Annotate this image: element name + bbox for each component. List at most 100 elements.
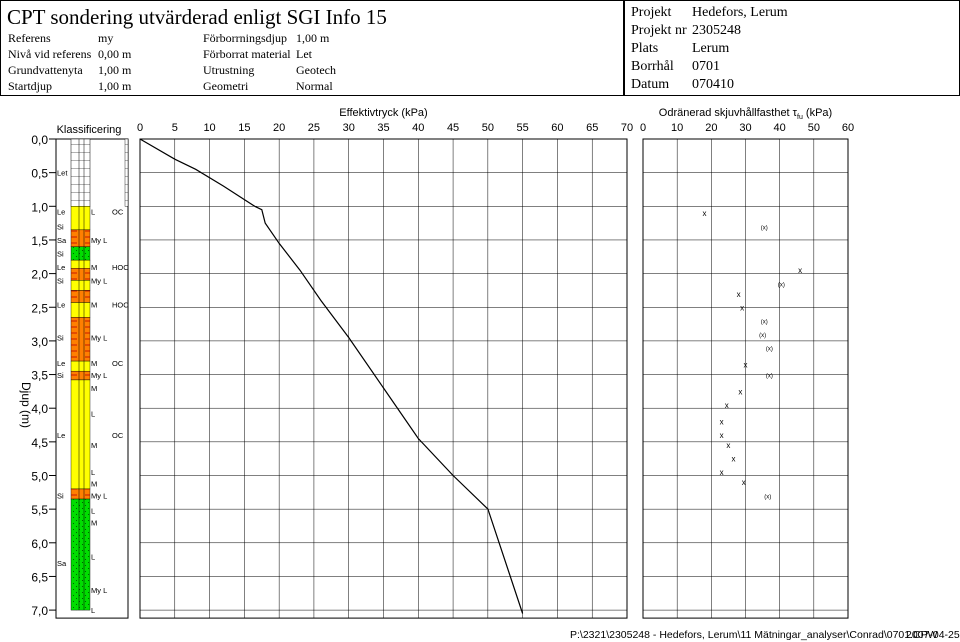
param-value: 1,00 m [98, 63, 132, 77]
effective-pressure-title: Effektivtryck (kPa) [339, 107, 427, 119]
project-field-value: 2305248 [692, 23, 741, 38]
shear-point: x [798, 266, 802, 275]
param-label: Förborrningsdjup [203, 31, 287, 45]
effective-pressure-panel: Effektivtryck (kPa) 0 5 10 15 20 25 30 35 40 45 50 5… [137, 107, 633, 619]
soil-label: OC [112, 208, 124, 217]
param-value: Normal [296, 79, 333, 93]
soil-layer-pattern [71, 371, 90, 380]
depth-tick-label: 6,5 [31, 570, 48, 584]
project-field-value: 070410 [692, 77, 734, 92]
param-value: 1,00 m [296, 31, 330, 45]
soil-label: My L [91, 334, 107, 343]
shear-point-uncertain: (x) [761, 225, 768, 231]
effective-pressure-tick-label: 10 [203, 122, 215, 134]
project-field-label: Borrhål [631, 59, 674, 74]
soil-label: HOC [112, 301, 129, 310]
shear-strength-tick-label: 20 [705, 122, 717, 134]
shear-point: x [744, 360, 748, 369]
depth-tick-label: 2,5 [31, 301, 48, 315]
effective-pressure-tick-label: 5 [172, 122, 178, 134]
soil-label: Si [57, 334, 64, 343]
depth-axis-label: Djup (m) [19, 382, 33, 428]
effective-pressure-tick-label: 45 [447, 122, 459, 134]
depth-tick-label: 0,0 [31, 133, 48, 147]
depth-tick-label: 5,5 [31, 503, 48, 517]
shear-point: x [740, 303, 744, 312]
param-value: 0,00 m [98, 47, 132, 61]
soil-label: M [91, 480, 97, 489]
shear-point: x [725, 401, 729, 410]
project-field-label: Projekt [631, 5, 672, 20]
shear-strength-title: Odränerad skjuvhållfasthet τfu (kPa) [659, 107, 832, 121]
soil-label: Sa [57, 236, 67, 245]
depth-tick-label: 2,0 [31, 268, 48, 282]
param-value: my [98, 31, 114, 45]
soil-label: Si [57, 492, 64, 501]
soil-layer-fill-material [70, 138, 91, 207]
soil-label: M [91, 263, 97, 272]
soil-layer-pattern [71, 488, 90, 500]
soil-label: M [91, 519, 97, 528]
footer-path: P:\2321\2305248 - Hedefors, Lerum\11 Mät… [570, 629, 938, 641]
shear-point: x [726, 441, 730, 450]
classification-title: Klassificering [57, 124, 122, 136]
depth-tick-label: 1,0 [31, 200, 48, 214]
param-label: Förborrat material [203, 47, 291, 61]
soil-label: M [91, 384, 97, 393]
param-value: Let [296, 47, 312, 61]
soil-label: Le [57, 263, 65, 272]
soil-label: OC [112, 431, 124, 440]
classification-frame [55, 138, 129, 619]
effective-pressure-tick-label: 55 [517, 122, 529, 134]
effective-pressure-tick-label: 35 [377, 122, 389, 134]
effective-pressure-tick-label: 70 [621, 122, 633, 134]
title-box [0, 0, 624, 96]
project-field-label: Datum [631, 77, 670, 92]
soil-label: Si [57, 371, 64, 380]
shear-point: x [720, 431, 724, 440]
effective-pressure-tick-label: 15 [238, 122, 250, 134]
report-title: CPT sondering utvärderad enligt SGI Info… [7, 5, 387, 29]
effective-pressure-tick-label: 50 [482, 122, 494, 134]
soil-label: My L [91, 276, 107, 285]
project-field-value: Lerum [692, 41, 730, 56]
effective-pressure-line [139, 138, 524, 614]
project-field-label: Plats [631, 41, 659, 56]
project-field-value: 0701 [692, 59, 720, 74]
shear-point-uncertain: (x) [766, 374, 773, 380]
soil-label: L [91, 606, 95, 615]
depth-tick-label: 7,0 [31, 604, 48, 618]
param-value: Geotech [296, 63, 336, 77]
project-field-value: Hedefors, Lerum [692, 5, 788, 20]
soil-layer-pattern [71, 229, 90, 247]
shear-title-unit: (kPa) [803, 107, 832, 119]
param-label: Grundvattenyta [8, 63, 83, 77]
soil-layer-yellow [70, 379, 91, 490]
shear-point: x [720, 468, 724, 477]
soil-label: L [91, 552, 95, 561]
soil-label: Si [57, 249, 64, 258]
soil-layer-pattern [71, 499, 90, 611]
shear-point-uncertain: (x) [764, 495, 771, 501]
depth-tick-label: 1,5 [31, 234, 48, 248]
param-label: Referens [8, 31, 51, 45]
soil-label: My L [91, 586, 107, 595]
soil-layer-pattern [71, 317, 90, 362]
depth-tick-label: 6,0 [31, 537, 48, 551]
shear-strength-tick-label: 10 [671, 122, 683, 134]
classification-panel: Klassificering Let Le L OC Si Sa My L Si Le M HOC Si… [55, 124, 129, 619]
effective-pressure-tick-label: 60 [551, 122, 563, 134]
shear-point: x [703, 209, 707, 218]
effective-pressure-tick-label: 40 [412, 122, 424, 134]
shear-strength-tick-label: 50 [808, 122, 820, 134]
depth-tick-label: 4,5 [31, 436, 48, 450]
shear-title-subscript: fu [797, 114, 803, 121]
shear-strength-tick-label: 40 [774, 122, 786, 134]
shear-point-uncertain: (x) [759, 333, 766, 339]
soil-layer-pattern [71, 246, 90, 261]
soil-layer-yellow [70, 280, 91, 291]
effective-pressure-tick-label: 20 [273, 122, 285, 134]
effective-pressure-tick-label: 30 [343, 122, 355, 134]
soil-label: My L [91, 236, 107, 245]
